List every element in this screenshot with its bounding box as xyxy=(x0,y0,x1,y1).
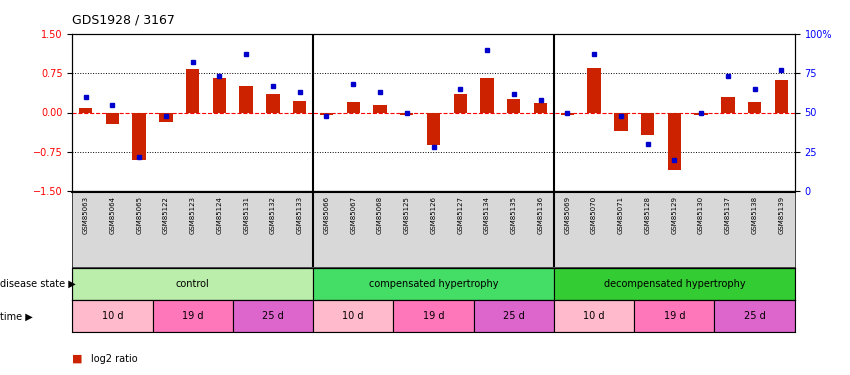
Text: GSM85131: GSM85131 xyxy=(243,196,249,234)
Bar xyxy=(694,112,708,115)
Text: 19 d: 19 d xyxy=(422,311,445,321)
Bar xyxy=(320,112,333,115)
Text: GSM85063: GSM85063 xyxy=(82,196,88,234)
Bar xyxy=(774,80,788,112)
Text: 19 d: 19 d xyxy=(664,311,685,321)
Text: 10 d: 10 d xyxy=(343,311,364,321)
Bar xyxy=(427,112,440,145)
Text: GSM85069: GSM85069 xyxy=(564,196,570,234)
Text: GSM85068: GSM85068 xyxy=(377,196,383,234)
Text: time ▶: time ▶ xyxy=(0,311,33,321)
Text: GSM85128: GSM85128 xyxy=(644,196,650,234)
Text: GSM85123: GSM85123 xyxy=(190,196,196,234)
Text: GSM85125: GSM85125 xyxy=(404,196,410,234)
Bar xyxy=(373,105,387,112)
Text: 19 d: 19 d xyxy=(182,311,203,321)
Bar xyxy=(186,69,200,112)
Text: GSM85070: GSM85070 xyxy=(591,196,597,234)
Text: 10 d: 10 d xyxy=(583,311,605,321)
Bar xyxy=(266,94,280,112)
Text: GSM85133: GSM85133 xyxy=(297,196,303,234)
Text: disease state ▶: disease state ▶ xyxy=(0,279,76,289)
Bar xyxy=(634,300,715,332)
Text: compensated hypertrophy: compensated hypertrophy xyxy=(369,279,498,289)
Text: 25 d: 25 d xyxy=(503,311,524,321)
Bar xyxy=(614,112,627,131)
Text: GSM85126: GSM85126 xyxy=(430,196,437,234)
Bar xyxy=(394,300,473,332)
Bar xyxy=(473,300,554,332)
Bar xyxy=(748,102,762,112)
Bar xyxy=(400,112,413,115)
Text: decompensated hypertrophy: decompensated hypertrophy xyxy=(604,279,745,289)
Bar xyxy=(133,112,146,160)
Text: ■: ■ xyxy=(72,354,82,363)
Text: GSM85066: GSM85066 xyxy=(324,196,330,234)
Bar xyxy=(72,268,313,300)
Text: GDS1928 / 3167: GDS1928 / 3167 xyxy=(72,13,175,26)
Bar xyxy=(554,300,634,332)
Bar xyxy=(313,268,554,300)
Bar xyxy=(587,68,601,112)
Bar xyxy=(152,300,233,332)
Text: 25 d: 25 d xyxy=(744,311,766,321)
Bar xyxy=(561,112,574,115)
Text: GSM85132: GSM85132 xyxy=(270,196,276,234)
Text: GSM85071: GSM85071 xyxy=(618,196,624,234)
Text: GSM85136: GSM85136 xyxy=(537,196,543,234)
Text: GSM85127: GSM85127 xyxy=(457,196,463,234)
Text: GSM85122: GSM85122 xyxy=(163,196,169,234)
Bar xyxy=(454,94,467,112)
Bar xyxy=(105,112,119,124)
Text: GSM85139: GSM85139 xyxy=(779,196,785,234)
Bar xyxy=(293,101,306,112)
Text: 10 d: 10 d xyxy=(102,311,123,321)
Bar xyxy=(72,300,152,332)
Bar xyxy=(534,103,547,112)
Bar xyxy=(347,102,360,112)
Text: GSM85138: GSM85138 xyxy=(751,196,757,234)
Bar xyxy=(721,97,734,112)
Text: GSM85135: GSM85135 xyxy=(511,196,517,234)
Text: GSM85130: GSM85130 xyxy=(698,196,704,234)
Bar xyxy=(554,268,795,300)
Bar xyxy=(313,300,394,332)
Bar xyxy=(641,112,654,135)
Bar xyxy=(212,78,226,112)
Text: GSM85064: GSM85064 xyxy=(110,196,116,234)
Bar xyxy=(480,78,494,112)
Bar xyxy=(507,99,520,112)
Text: control: control xyxy=(176,279,210,289)
Text: GSM85124: GSM85124 xyxy=(217,196,223,234)
Text: GSM85129: GSM85129 xyxy=(672,196,677,234)
Bar xyxy=(667,112,681,170)
Bar xyxy=(159,112,173,122)
Bar xyxy=(715,300,795,332)
Bar xyxy=(233,300,313,332)
Text: GSM85065: GSM85065 xyxy=(136,196,142,234)
Text: 25 d: 25 d xyxy=(262,311,284,321)
Text: log2 ratio: log2 ratio xyxy=(91,354,138,363)
Bar xyxy=(240,86,253,112)
Text: GSM85134: GSM85134 xyxy=(484,196,490,234)
Bar xyxy=(79,108,93,112)
Text: GSM85067: GSM85067 xyxy=(350,196,356,234)
Text: GSM85137: GSM85137 xyxy=(725,196,731,234)
